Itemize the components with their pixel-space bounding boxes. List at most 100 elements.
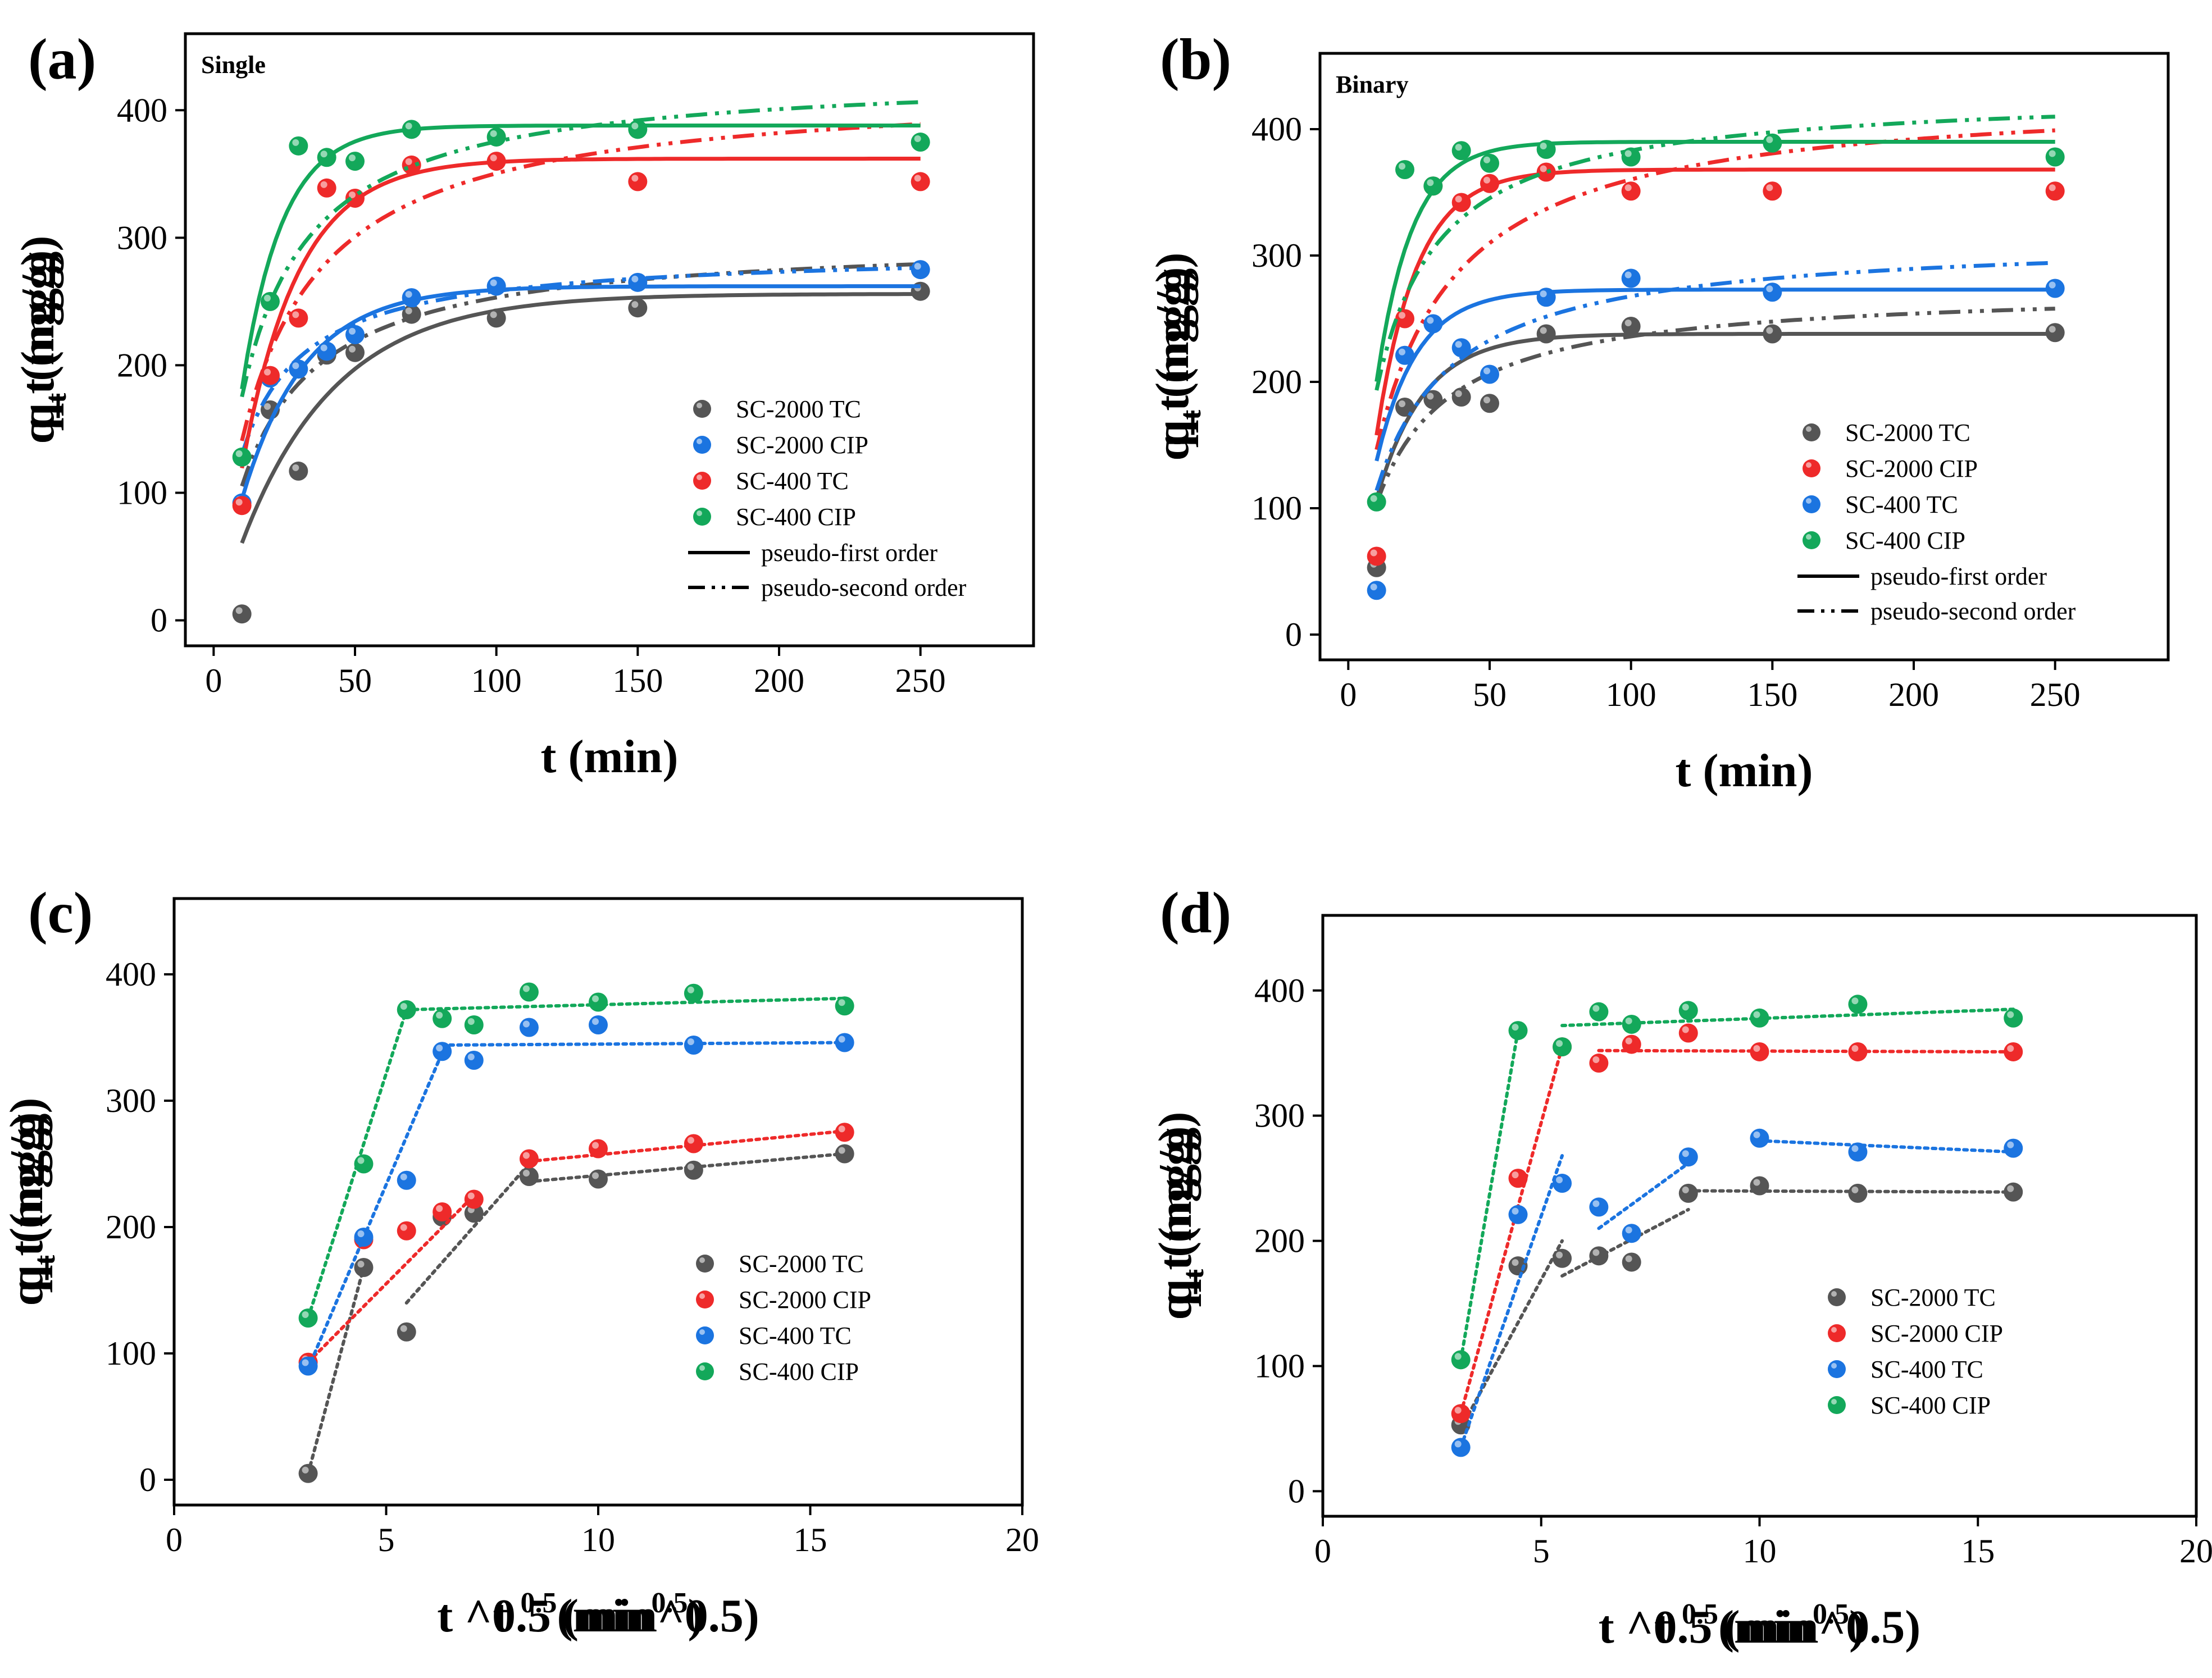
data-point-highlight — [1682, 1186, 1689, 1193]
diffusion-segment — [1597, 1161, 1690, 1230]
legend-marker — [693, 400, 711, 418]
data-point-highlight — [1512, 1024, 1519, 1031]
legend-label: SC-400 CIP — [1870, 1392, 1991, 1419]
x-axis-title-part: 0.5 — [1813, 1598, 1849, 1630]
data-point-highlight — [914, 135, 921, 143]
diffusion-segment — [1597, 1048, 2015, 1054]
data-point — [289, 308, 308, 328]
data-point — [1678, 1183, 1698, 1203]
legend: SC-2000 TC SC-2000 CIP SC-400 TC SC-400 CIP… — [1797, 419, 2076, 625]
data-point — [261, 366, 280, 385]
y-tick-label: 200 — [106, 1209, 156, 1246]
data-point-highlight — [687, 986, 694, 993]
data-point-highlight — [357, 1261, 365, 1267]
data-point-highlight — [1625, 1037, 1632, 1045]
diffusion-segment — [1459, 1029, 1520, 1362]
data-point — [1451, 338, 1471, 358]
pso-fit-line — [1374, 261, 2055, 491]
x-tick-label: 100 — [471, 662, 522, 699]
y-axis-title-rendered: qt (mg/g) — [1, 1112, 61, 1292]
data-point — [628, 298, 648, 318]
y-tick-label: 300 — [1254, 1097, 1305, 1134]
y-tick-label: 0 — [1288, 1472, 1305, 1510]
y-axis-title-part: t — [1176, 1269, 1210, 1279]
data-point — [1848, 1183, 1868, 1203]
data-point — [684, 1036, 703, 1055]
data-point — [1750, 1176, 1769, 1196]
y-tick-label: 400 — [117, 92, 167, 129]
plot-frame — [1318, 52, 2170, 662]
diffusion-segment — [306, 1266, 366, 1475]
data-point — [1508, 1169, 1528, 1188]
data-point — [2004, 1138, 2023, 1158]
legend-label: SC-2000 CIP — [736, 431, 868, 459]
y-tick-label: 0 — [139, 1461, 156, 1498]
data-point-highlight — [1540, 165, 1547, 172]
data-point — [1621, 181, 1641, 201]
data-point-highlight — [2049, 281, 2056, 289]
data-point-highlight — [522, 1152, 530, 1159]
data-point-highlight — [1370, 583, 1377, 591]
data-point-highlight — [1766, 327, 1773, 334]
data-point — [402, 288, 421, 308]
plot-frame — [172, 897, 1024, 1507]
data-point — [1536, 140, 1556, 159]
data-point — [1589, 1246, 1609, 1266]
data-point-highlight — [1512, 1207, 1519, 1215]
legend-label: SC-400 CIP — [736, 503, 856, 531]
data-point — [1622, 1034, 1641, 1054]
pfo-fit-line — [1374, 288, 2055, 462]
y-axis-title-part: (mg/g) — [12, 250, 64, 393]
data-point — [354, 1154, 374, 1174]
data-point-highlight — [302, 1359, 309, 1366]
data-point-highlight — [264, 294, 271, 302]
y-tick-label: 400 — [106, 956, 156, 993]
x-axis-title: t (min) — [1676, 745, 1813, 797]
x-tick-label: 5 — [378, 1521, 395, 1558]
data-point-highlight — [1592, 1200, 1600, 1207]
data-point-highlight — [436, 1011, 443, 1019]
legend: SC-2000 TC SC-2000 CIP SC-400 TC SC-400 CIP — [1828, 1284, 2003, 1419]
data-point — [1480, 174, 1499, 193]
data-point — [1589, 1054, 1609, 1073]
data-point — [1621, 268, 1641, 288]
data-point-highlight — [400, 1224, 407, 1231]
data-point — [1848, 1042, 1868, 1061]
panel-label: (b) — [1160, 27, 1231, 92]
data-point-highlight — [1851, 1045, 1859, 1052]
legend-marker — [1803, 459, 1820, 477]
legend-marker — [693, 436, 711, 454]
y-tick-label: 200 — [117, 346, 167, 384]
legend-label: pseudo-second order — [1870, 598, 2076, 625]
data-point-highlight — [1427, 393, 1434, 400]
x-tick-label: 0 — [166, 1521, 183, 1558]
y-axis-title-part: q — [1149, 1279, 1201, 1306]
x-tick-label: 150 — [612, 662, 663, 699]
data-point — [232, 447, 252, 467]
y-tick-label: 300 — [106, 1082, 156, 1119]
data-point-highlight — [1766, 184, 1773, 191]
legend-marker — [1828, 1324, 1846, 1342]
y-tick-label: 100 — [117, 475, 167, 512]
data-point-highlight — [1753, 1131, 1760, 1138]
legend-label: SC-400 TC — [1870, 1356, 1983, 1383]
data-point-highlight — [235, 450, 243, 457]
data-point — [1750, 1008, 1769, 1028]
data-point-highlight — [264, 403, 271, 410]
data-point — [486, 127, 506, 147]
diffusion-segment — [1560, 1207, 1690, 1278]
legend-label: SC-400 CIP — [739, 1358, 859, 1385]
x-axis-title: t ^0.5 (min^0.5) — [1599, 1601, 1921, 1653]
x-tick-label: 200 — [1888, 676, 1939, 713]
data-point-highlight — [400, 1173, 407, 1180]
pso-fit-line — [1374, 115, 2055, 391]
data-point-highlight — [1540, 143, 1547, 149]
data-point — [317, 148, 336, 167]
y-tick-label: 100 — [1251, 490, 1302, 527]
y-axis-title-part: q — [1146, 420, 1199, 446]
data-point — [1622, 1252, 1641, 1272]
data-point — [1553, 1174, 1572, 1193]
panel-label: (a) — [28, 27, 96, 92]
